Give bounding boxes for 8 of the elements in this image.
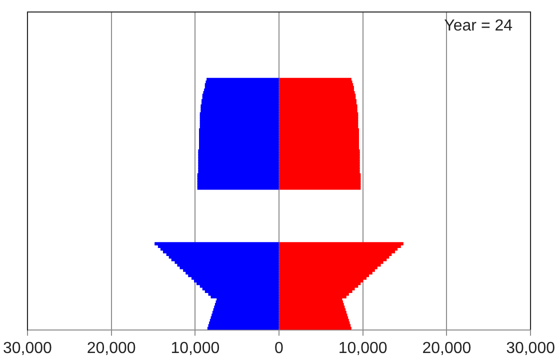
x-tick-label: 30,000 xyxy=(3,340,52,357)
x-tick-label: 20,000 xyxy=(422,340,472,357)
x-tick-label: 10,000 xyxy=(338,340,388,357)
x-tick-label: 20,000 xyxy=(86,340,136,357)
x-tick-label: 0 xyxy=(274,340,284,357)
x-tick-label: 10,000 xyxy=(170,340,220,357)
annotation: Year = 24 xyxy=(444,17,513,34)
x-tick-label: 30,000 xyxy=(506,340,556,357)
